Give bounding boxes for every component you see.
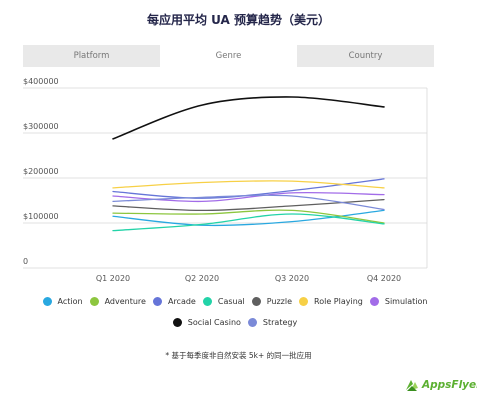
logo-text: AppsFlyer [422,379,477,391]
legend-label: Adventure [104,297,146,306]
legend-swatch [369,297,379,306]
legend: Action Adventure Arcade Casual Puzzle Role Pl… [0,297,477,339]
legend-swatch [251,297,261,306]
series-line-social-casino[interactable] [112,96,385,140]
chart-title: 每应用平均 UA 预算趋势（美元） [146,13,331,27]
x-tick-label: Q3 2020 [275,274,309,283]
legend-swatch [247,318,257,327]
appsflyer-logo: AppsFlyer [404,377,477,393]
legend-swatch [89,297,99,306]
legend-row: Action Adventure Arcade Casual Puzzle Role Pl… [0,297,477,306]
tab-country[interactable]: Country [348,51,383,61]
tab-platform[interactable]: Platform [73,51,110,61]
series-line-strategy[interactable] [112,194,385,211]
x-tick-label: Q4 2020 [367,274,401,283]
legend-swatch [42,297,52,306]
y-tick-label: $400000 [23,77,59,86]
legend-swatch [172,318,182,327]
y-tick-label: 0 [23,257,28,266]
legend-item-simulation[interactable]: Simulation [369,297,428,306]
legend-label: Simulation [384,297,428,306]
y-axis-ticks: 0 $100000 $200000 $300000 $400000 [23,77,59,266]
legend-item-puzzle[interactable]: Puzzle [251,297,293,306]
series-line-role-playing[interactable] [112,180,385,189]
legend-label: Role Playing [314,297,363,306]
series-line-casual[interactable] [112,213,385,232]
x-tick-label: Q1 2020 [96,274,130,283]
footnote: * 基于每季度非自然安装 5k+ 的同一批应用 [165,351,312,360]
series-line-action[interactable] [112,209,385,227]
legend-swatch [299,297,309,306]
legend-label: Arcade [167,297,196,306]
series-lines [112,96,385,232]
legend-label: Action [57,297,83,306]
legend-row: Social Casino Strategy [0,318,477,327]
series-line-simulation[interactable] [112,191,385,203]
legend-item-adventure[interactable]: Adventure [89,297,146,306]
legend-swatch [202,297,212,306]
tab-bar: Platform Genre Country [23,45,434,67]
legend-item-arcade[interactable]: Arcade [152,297,196,306]
legend-label: Puzzle [266,297,293,306]
y-tick-label: $300000 [23,122,59,131]
x-tick-label: Q2 2020 [185,274,219,283]
grid-lines [23,87,428,269]
x-axis-ticks: Q1 2020 Q2 2020 Q3 2020 Q4 2020 [96,274,401,283]
legend-item-role-playing[interactable]: Role Playing [299,297,363,306]
series-line-adventure[interactable] [112,209,385,224]
legend-item-action[interactable]: Action [42,297,83,306]
y-tick-label: $100000 [23,212,59,221]
series-line-puzzle[interactable] [112,198,385,212]
legend-item-strategy[interactable]: Strategy [247,318,298,327]
legend-label: Social Casino [187,318,241,327]
appsflyer-logo-icon [406,380,418,391]
y-tick-label: $200000 [23,167,59,176]
legend-item-casual[interactable]: Casual [202,297,245,306]
legend-swatch [152,297,162,306]
tab-genre[interactable]: Genre [160,45,297,67]
legend-item-social-casino[interactable]: Social Casino [172,318,241,327]
legend-label: Strategy [262,318,298,327]
line-chart: 0 $100000 $200000 $300000 $400000 Q1 2020 Q2 … [23,77,428,283]
legend-label: Casual [217,297,245,306]
